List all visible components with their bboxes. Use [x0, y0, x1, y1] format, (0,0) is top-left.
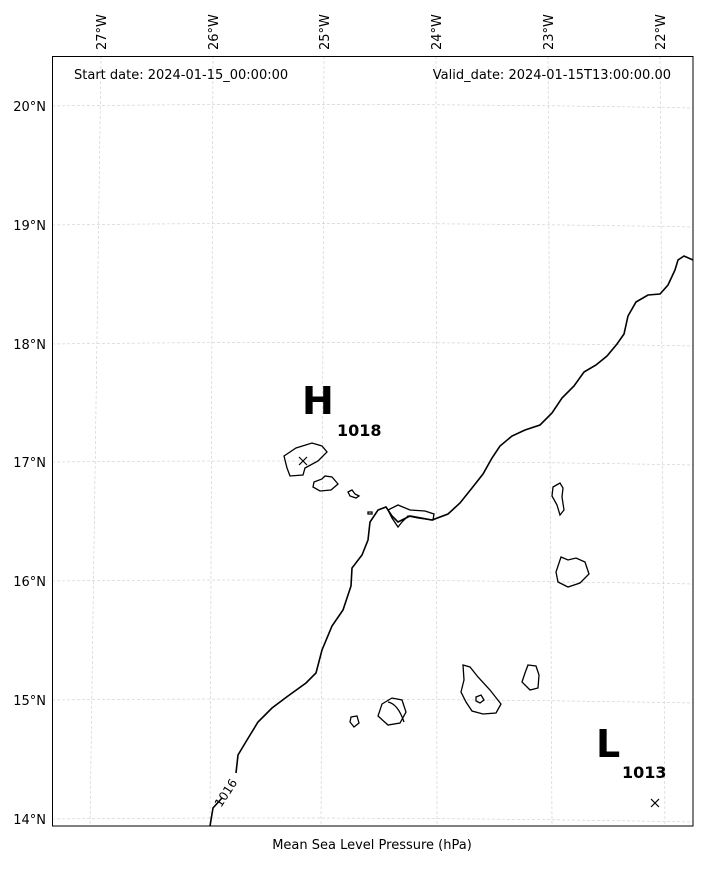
lat-label: 19°N — [13, 219, 46, 234]
lon-label: 24°W — [430, 14, 445, 50]
island-santa-luzia — [347, 489, 361, 499]
lon-label: 23°W — [542, 14, 557, 50]
island-santiago-lake — [475, 694, 485, 704]
lat-label: 15°N — [13, 694, 46, 709]
island-sal — [551, 482, 565, 517]
valid-date: Valid_date: 2024-01-15T13:00:00.00 — [433, 68, 671, 83]
lon-tick-labels: 27°W 26°W 25°W 24°W 23°W 22°W — [95, 14, 669, 50]
high-pressure-center: H 1018 — [298, 379, 382, 466]
island-maio — [521, 664, 540, 691]
lat-label: 18°N — [13, 338, 46, 353]
low-marker: L — [596, 722, 620, 766]
contour-label: 1016 — [212, 776, 240, 809]
island-santo-antao — [283, 442, 328, 477]
lat-label: 17°N — [13, 456, 46, 471]
lon-label: 27°W — [95, 14, 110, 50]
island-fogo — [377, 697, 407, 726]
x-axis-label: Mean Sea Level Pressure (hPa) — [272, 838, 472, 853]
isobar-1016: 1016 — [209, 255, 694, 827]
lon-label: 22°W — [654, 14, 669, 50]
gridlines — [51, 55, 694, 827]
low-value: 1013 — [622, 763, 667, 782]
lat-label: 14°N — [13, 813, 46, 828]
island-branco — [367, 511, 373, 515]
high-marker: H — [302, 379, 334, 423]
island-boa-vista — [555, 556, 590, 588]
island-santiago — [460, 664, 502, 715]
lon-label: 25°W — [318, 14, 333, 50]
start-date: Start date: 2024-01-15_00:00:00 — [74, 68, 288, 83]
low-pressure-center: L 1013 — [596, 722, 667, 808]
lat-tick-labels: 20°N 19°N 18°N 17°N 16°N 15°N 14°N — [13, 100, 46, 828]
low-center-cross-icon — [650, 798, 660, 808]
lat-label: 16°N — [13, 575, 46, 590]
islands — [283, 442, 590, 728]
lon-label: 26°W — [207, 14, 222, 50]
island-fogo-inner — [387, 701, 405, 723]
island-brava — [349, 715, 360, 728]
map-frame — [52, 56, 694, 827]
island-sao-vicente — [312, 475, 339, 492]
lat-label: 20°N — [13, 100, 46, 115]
high-center-cross-icon — [298, 456, 308, 466]
high-value: 1018 — [337, 421, 382, 440]
